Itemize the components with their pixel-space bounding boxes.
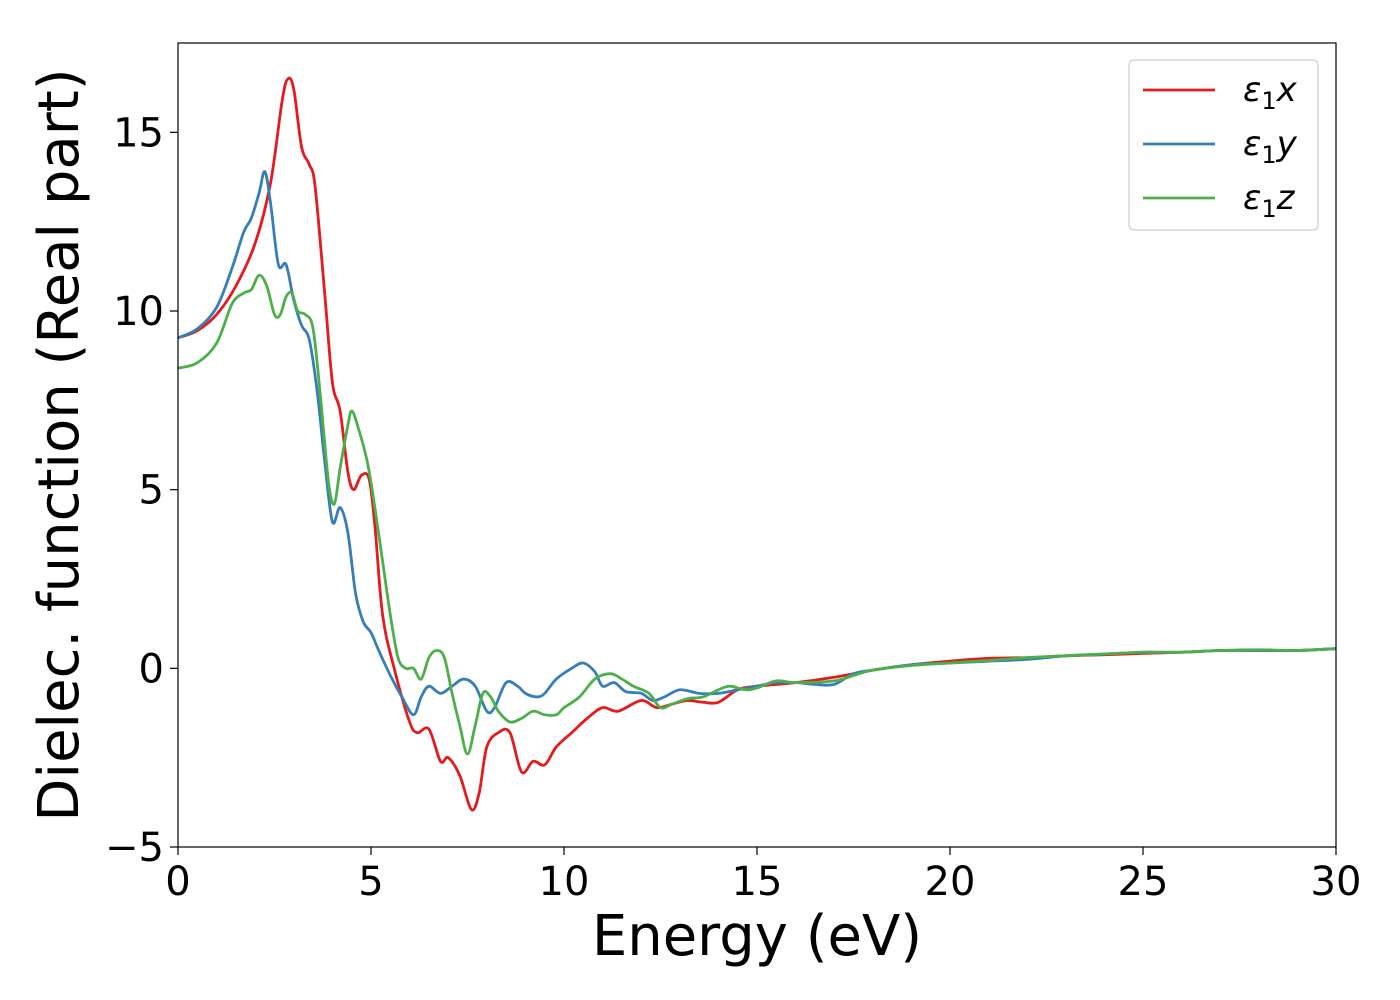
x-tick-label: 15	[732, 859, 783, 905]
series-line-z	[178, 273, 1336, 756]
x-tick-label: 10	[539, 859, 590, 905]
x-tick-label: 20	[925, 859, 976, 905]
x-tick-label: 0	[165, 859, 190, 905]
legend-label-z: ε1z	[1243, 178, 1296, 223]
legend-box	[1128, 59, 1319, 231]
y-axis-label: Dielec. function (Real part)	[27, 68, 92, 821]
legend-label-x: ε1x	[1243, 70, 1298, 115]
y-tick-label: 15	[113, 110, 164, 156]
x-tick-label: 30	[1311, 859, 1362, 905]
y-tick-label: 10	[113, 289, 164, 335]
x-tick-label: 25	[1118, 859, 1169, 905]
x-axis-label: Energy (eV)	[592, 904, 922, 969]
y-tick-label: 5	[139, 468, 164, 514]
legend: ε1x ε1y ε1z	[1128, 59, 1319, 231]
legend-label-y: ε1y	[1243, 124, 1298, 169]
series-line-y	[178, 170, 1336, 717]
y-tick-label: −5	[105, 825, 164, 871]
y-tick-label: 0	[139, 646, 164, 692]
x-tick-label: 5	[358, 859, 383, 905]
series-layer	[178, 76, 1336, 812]
